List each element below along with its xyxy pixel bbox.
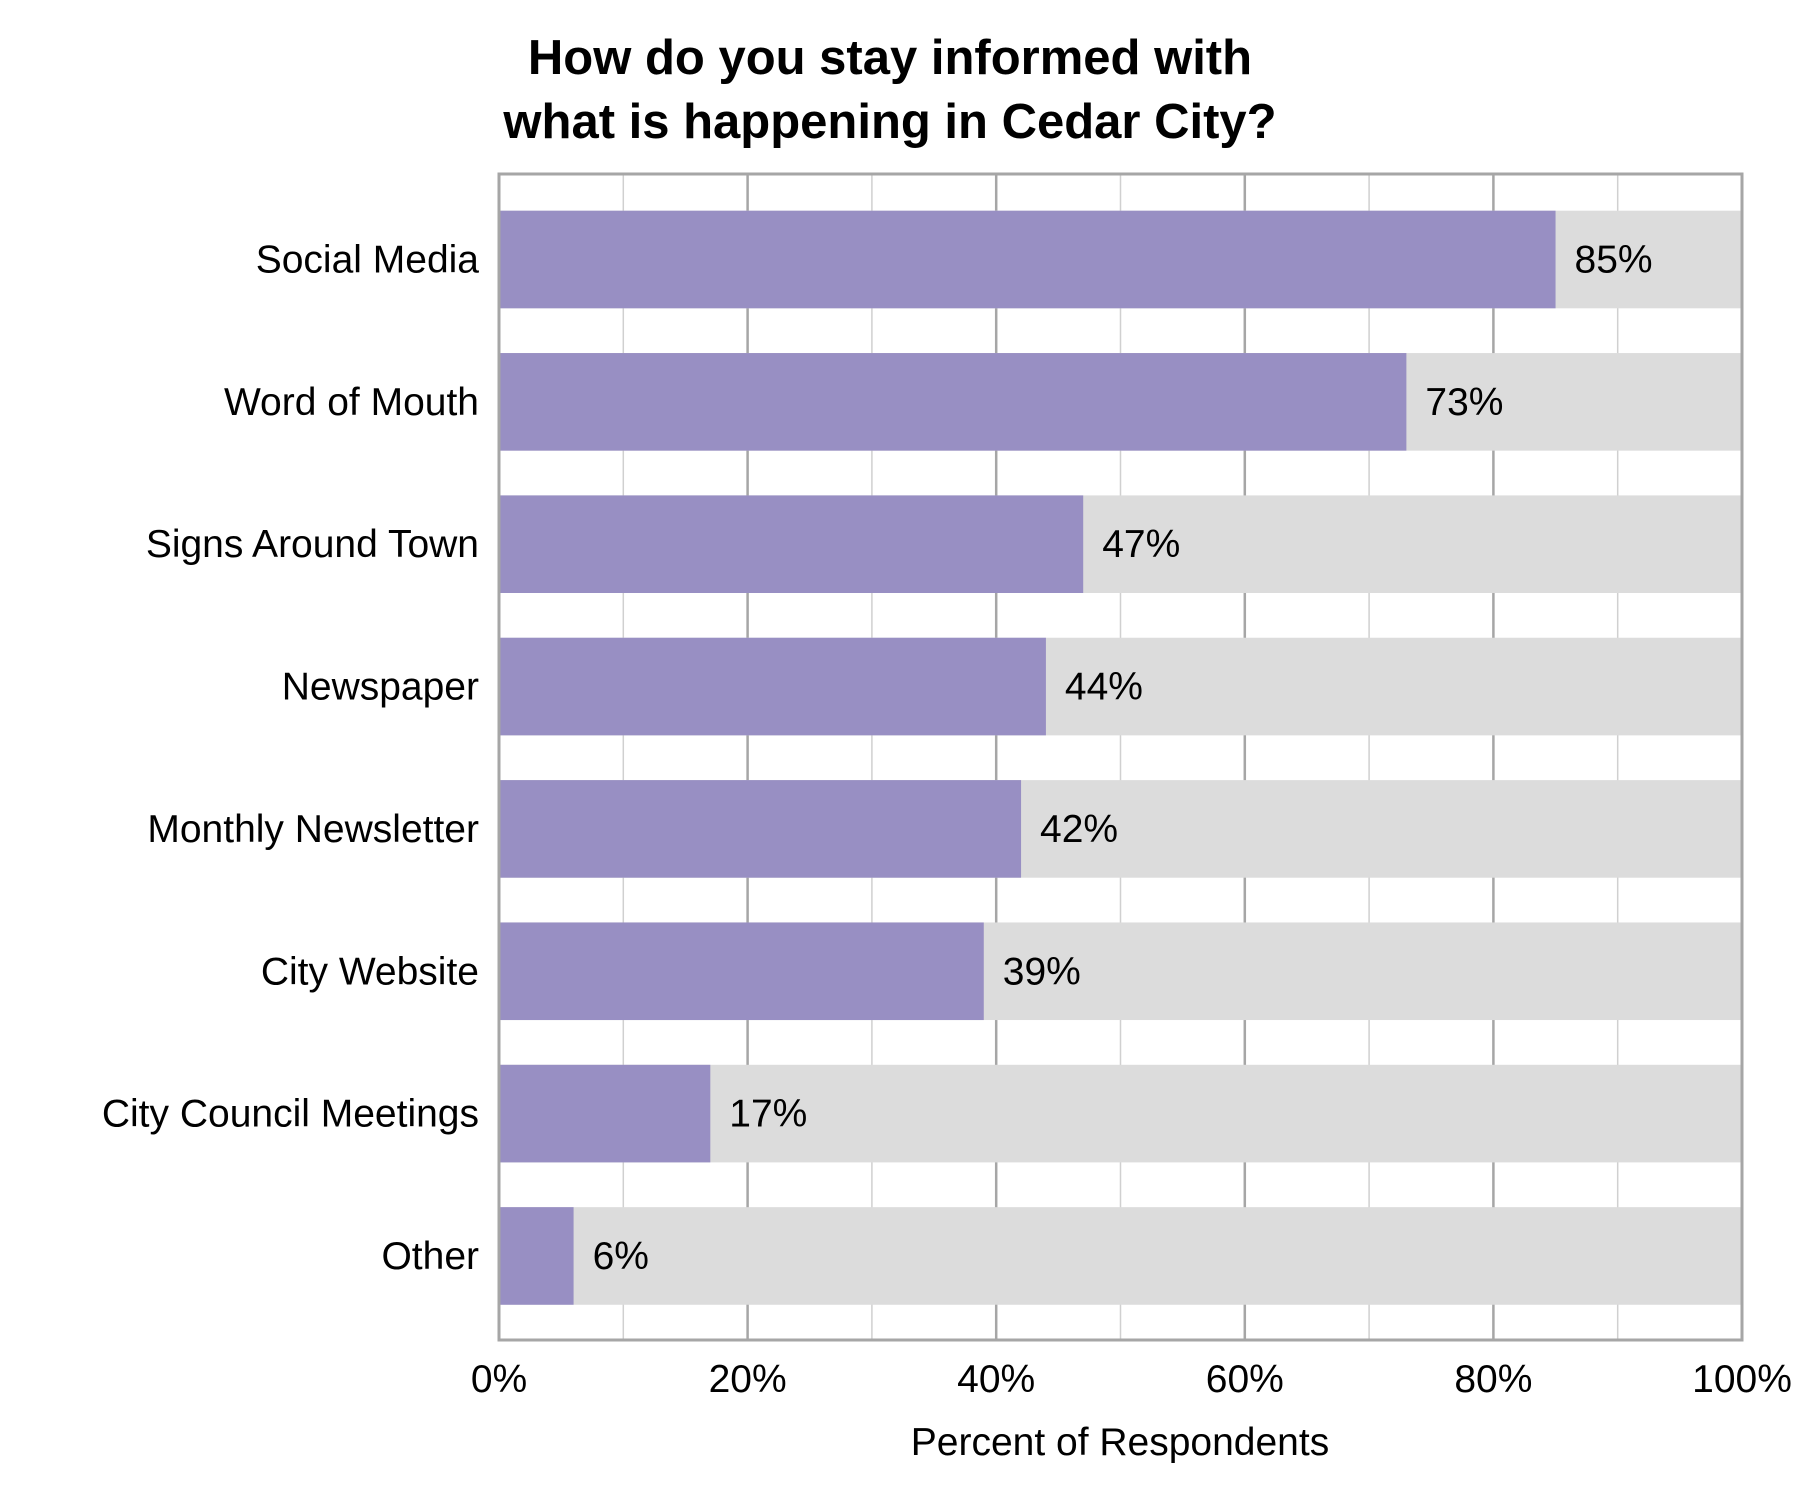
data-label: 44% <box>1065 666 1143 709</box>
x-tick-label: 0% <box>471 1358 527 1401</box>
x-tick-labels: 0% 20% 40% 60% 80% 100% <box>471 1358 1792 1401</box>
bar <box>499 637 1046 736</box>
x-tick-label: 40% <box>957 1358 1035 1401</box>
x-tick-label: 100% <box>1692 1358 1792 1401</box>
bar <box>499 1064 711 1163</box>
category-label: Other <box>381 1235 479 1278</box>
plot-frame <box>497 172 1744 1342</box>
data-label: 85% <box>1575 239 1653 282</box>
data-label: 39% <box>1003 950 1081 993</box>
data-label: 6% <box>593 1235 649 1278</box>
bar <box>499 922 984 1021</box>
chart-title-line-1: How do you stay informed with <box>528 31 1252 85</box>
x-tick-label: 60% <box>1206 1358 1284 1401</box>
category-label: Social Media <box>256 239 480 282</box>
background-bar <box>499 1207 1742 1305</box>
bar <box>499 1207 574 1305</box>
bar <box>499 353 1407 451</box>
bar <box>499 210 1556 309</box>
category-label: Signs Around Town <box>146 523 479 566</box>
data-label: 73% <box>1425 381 1503 424</box>
data-label: 42% <box>1040 808 1118 851</box>
chart-title-line-2: what is happening in Cedar City? <box>502 95 1276 149</box>
axes <box>497 172 1744 1342</box>
category-label: Word of Mouth <box>224 381 479 424</box>
category-label: City Website <box>261 950 479 993</box>
bars: Social Media 85% Word of Mouth 73% Signs Aro… <box>102 210 1742 1305</box>
category-label: City Council Meetings <box>102 1093 479 1136</box>
category-label: Monthly Newsletter <box>147 808 479 851</box>
bar <box>499 780 1022 878</box>
x-axis-label: Percent of Respondents <box>911 1421 1329 1464</box>
x-tick-label: 80% <box>1454 1358 1532 1401</box>
category-label: Newspaper <box>282 666 479 709</box>
gridlines <box>622 174 1619 1340</box>
bar <box>499 495 1084 593</box>
data-label: 17% <box>729 1093 807 1136</box>
data-label: 47% <box>1102 523 1180 566</box>
x-tick-label: 20% <box>709 1358 787 1401</box>
